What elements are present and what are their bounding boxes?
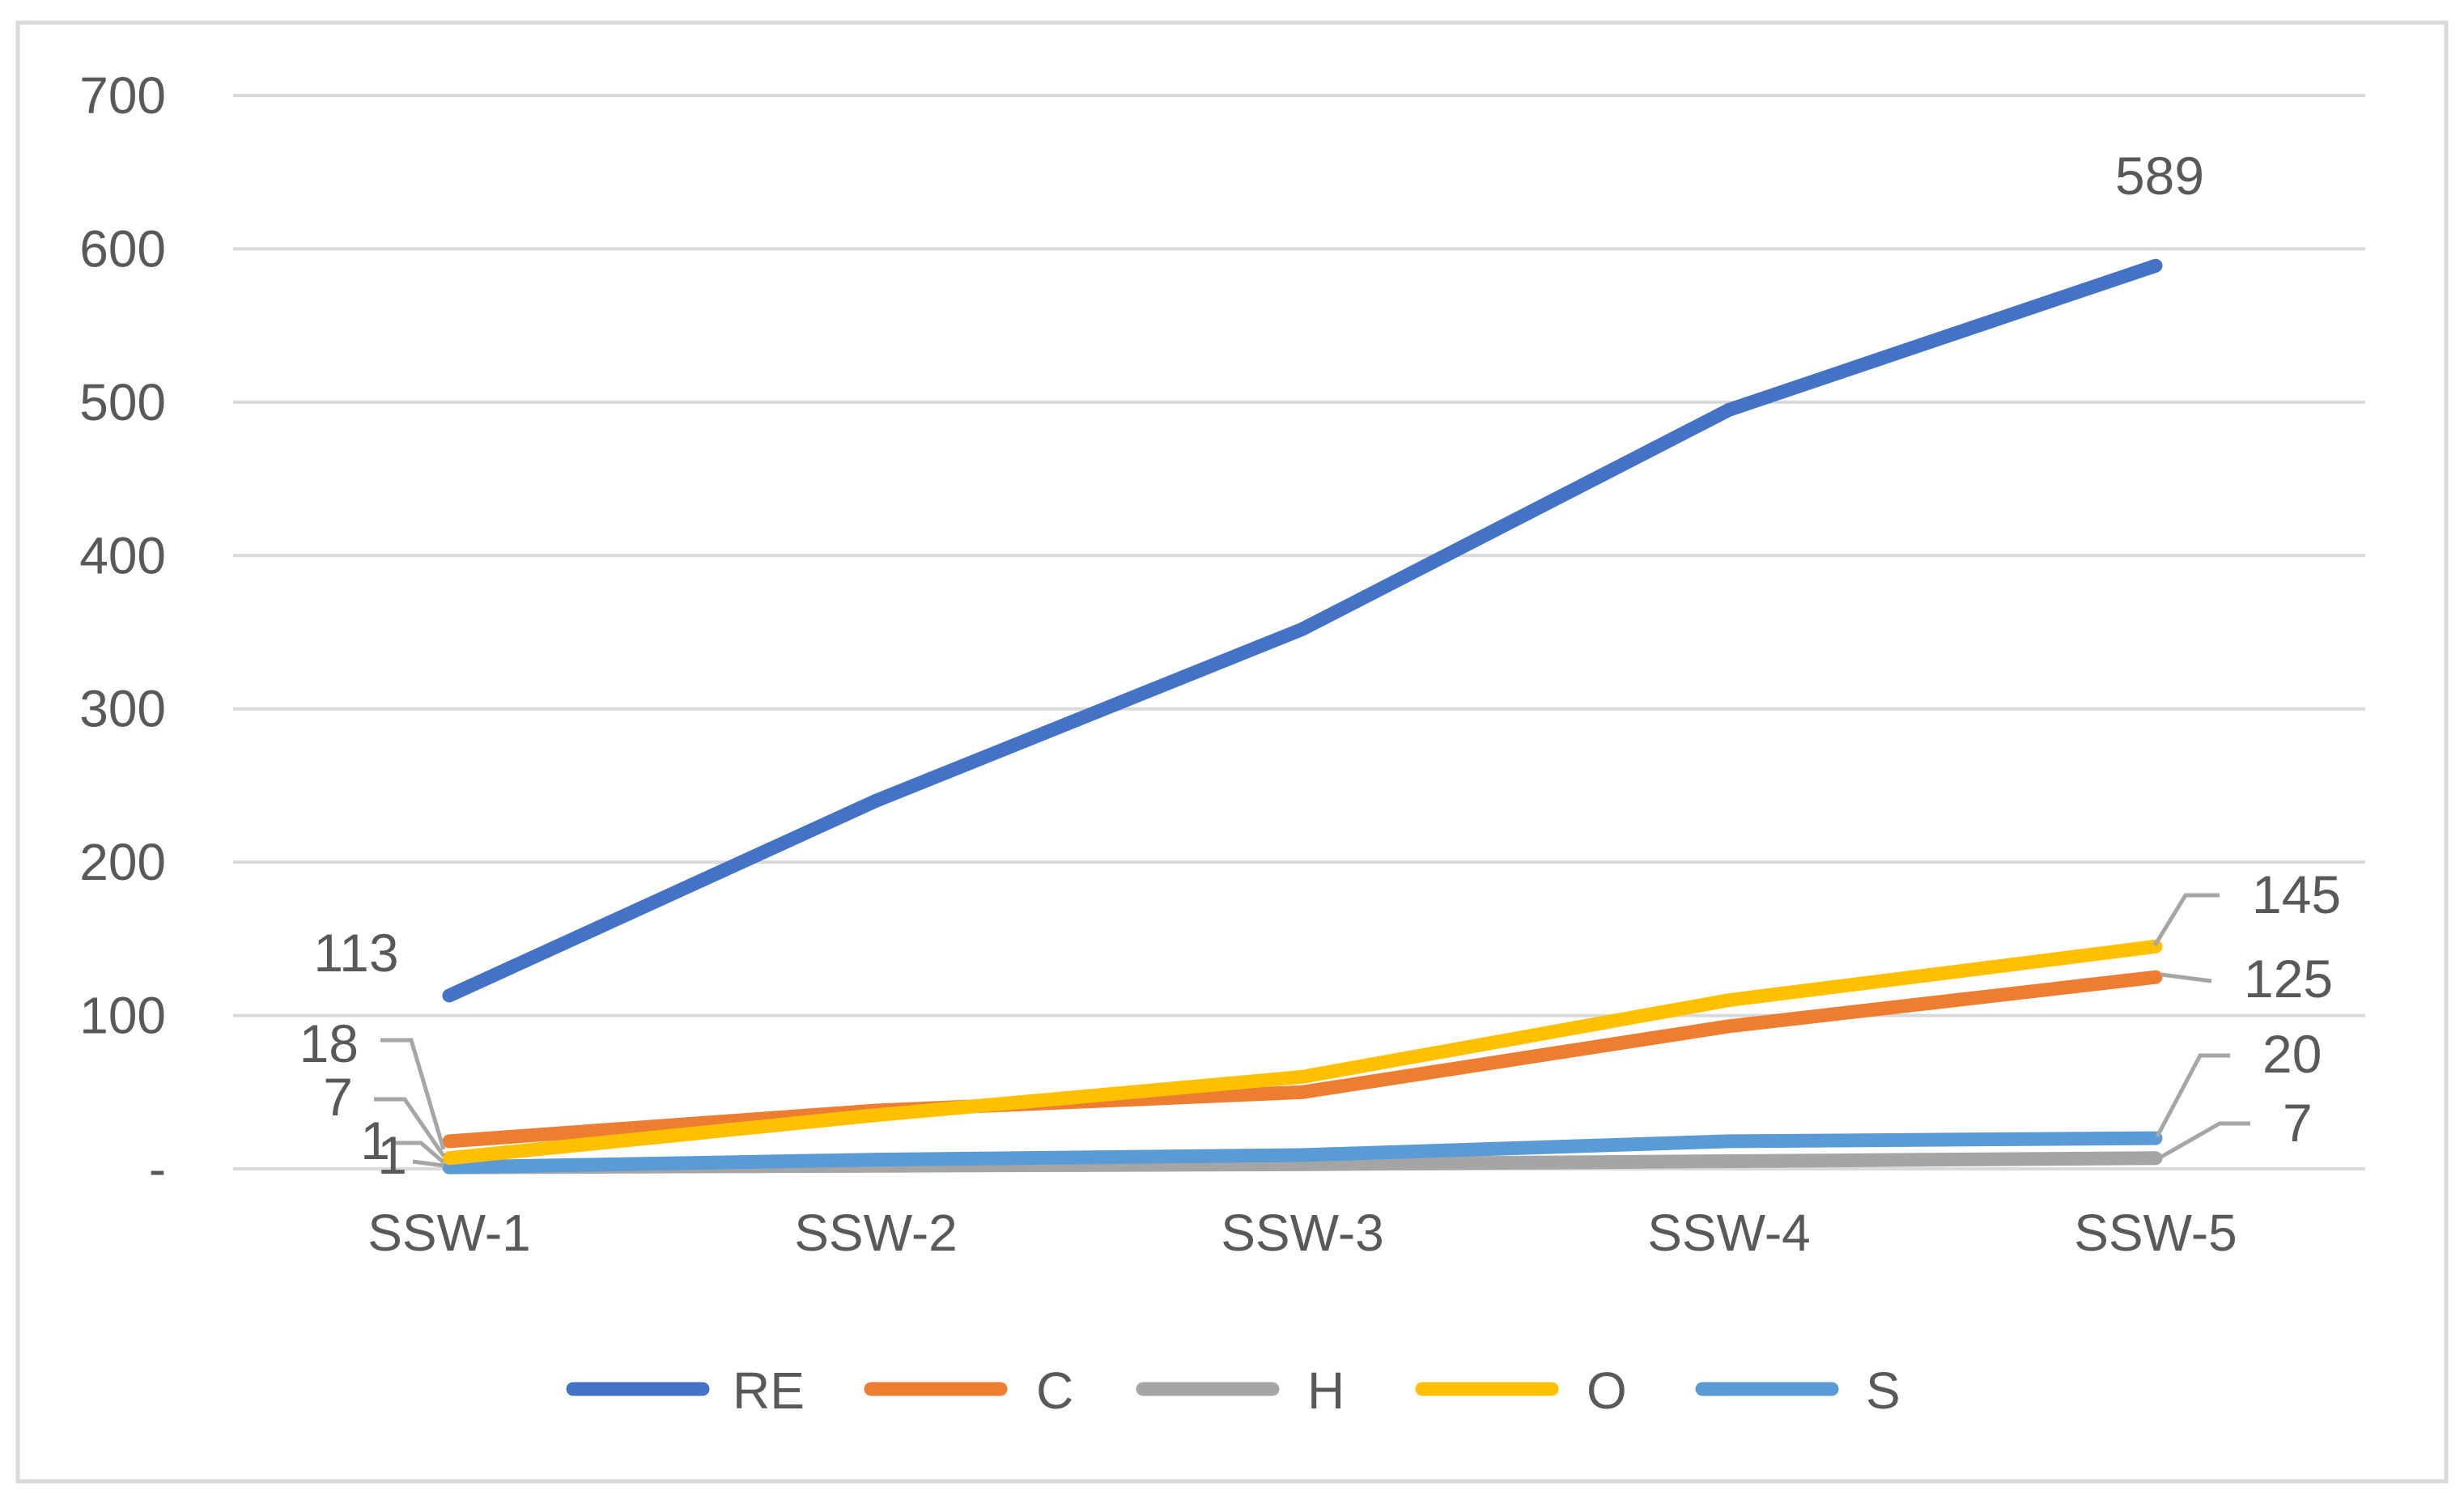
series-line-re: [442, 258, 2163, 1003]
label-leader-c: [380, 1038, 446, 1150]
legend-item-c: C: [864, 1361, 1073, 1420]
legend-item-s: S: [1695, 1361, 1901, 1420]
legend-item-o: O: [1415, 1361, 1627, 1420]
y-tick-label: 500: [79, 373, 166, 431]
label-leader-h: [2156, 1121, 2250, 1162]
data-label-o-first: 7: [323, 1067, 353, 1127]
y-tick-label: -: [149, 1140, 166, 1198]
y-tick-label: 100: [79, 987, 166, 1045]
x-tick-label: SSW-1: [367, 1204, 531, 1262]
legend-label: C: [1036, 1361, 1073, 1420]
series-line-c: [442, 970, 2163, 1149]
y-tick-label: 300: [79, 680, 166, 738]
label-leader-h: [412, 1159, 444, 1168]
y-tick-label: 600: [79, 219, 166, 278]
x-tick-label: SSW-5: [2074, 1204, 2237, 1262]
gridlines: [233, 94, 2365, 1170]
legend-label: O: [1587, 1361, 1627, 1420]
data-label-c-first: 18: [300, 1013, 359, 1073]
series-line-s: [442, 1131, 2163, 1175]
data-label-c-last: 125: [2244, 949, 2333, 1009]
x-tick-label: SSW-2: [794, 1204, 958, 1262]
y-tick-label: 400: [79, 526, 166, 584]
y-tick-label: 700: [79, 66, 166, 125]
data-label-s-first: 1: [360, 1111, 390, 1170]
y-axis-ticks: - 100 200 300 400 500 600 700: [79, 66, 166, 1198]
legend: RE C H O S: [566, 1361, 1901, 1420]
series-lines: [442, 258, 2163, 1175]
chart-border: [15, 20, 2449, 1484]
label-leader-o: [2152, 893, 2220, 947]
legend-label: RE: [733, 1361, 805, 1420]
x-tick-label: SSW-3: [1221, 1204, 1384, 1262]
x-tick-label: SSW-4: [1647, 1204, 1811, 1262]
data-label-re-first: 113: [313, 923, 398, 983]
legend-label: H: [1307, 1361, 1345, 1420]
label-leader-c: [2160, 972, 2212, 983]
data-label-h-last: 7: [2283, 1093, 2313, 1153]
label-leader-s: [2155, 1053, 2230, 1138]
series-line-o: [442, 939, 2163, 1166]
label-leader-o: [374, 1097, 446, 1158]
data-label-re-last: 589: [2115, 146, 2204, 206]
legend-item-h: H: [1136, 1361, 1345, 1420]
x-axis-ticks: SSW-1 SSW-2 SSW-3 SSW-4 SSW-5: [367, 1204, 2237, 1262]
legend-label: S: [1866, 1361, 1901, 1420]
data-label-h-first: 1: [377, 1125, 407, 1185]
data-label-leaders: [374, 893, 2250, 1168]
label-leader-s: [393, 1141, 445, 1164]
y-tick-label: 200: [79, 833, 166, 891]
data-label-o-last: 145: [2252, 864, 2341, 924]
legend-item-re: RE: [566, 1361, 805, 1420]
data-label-s-last: 20: [2262, 1024, 2322, 1084]
